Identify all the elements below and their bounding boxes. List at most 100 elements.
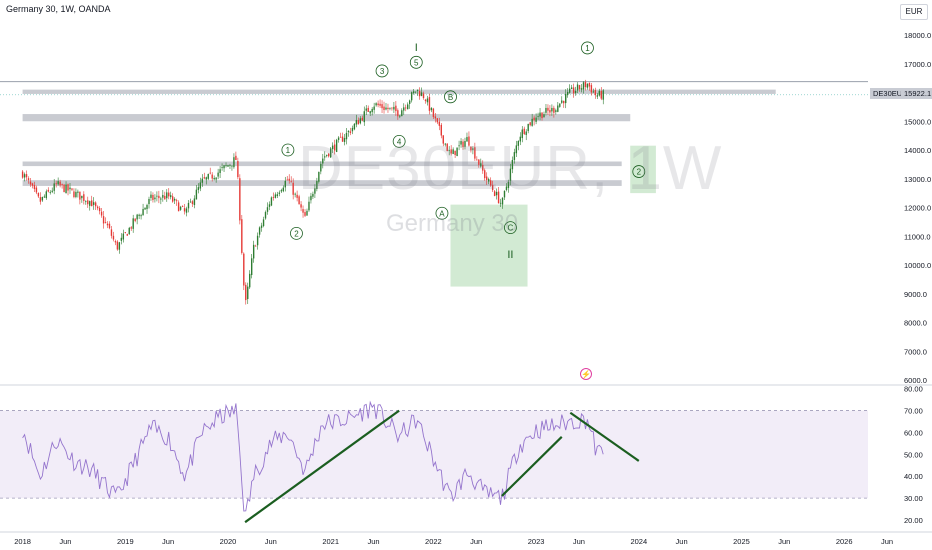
wave-label[interactable]: I bbox=[415, 42, 418, 54]
time-axis[interactable]: 2018 Jun 2019 Jun 2020 Jun 2021 Jun 2022 Jun 2023 J… bbox=[14, 537, 893, 546]
level-band[interactable] bbox=[22, 89, 776, 94]
candle-body bbox=[225, 165, 227, 167]
candle-body bbox=[596, 95, 599, 97]
candle-body bbox=[333, 144, 336, 151]
candle-body bbox=[497, 191, 500, 204]
rsi-trendline[interactable] bbox=[244, 409, 400, 524]
level-band[interactable] bbox=[22, 180, 622, 186]
candle-body bbox=[474, 147, 476, 159]
candle-body bbox=[278, 192, 281, 194]
candle-body bbox=[61, 184, 63, 185]
lightning-event-icon[interactable]: ⚡ bbox=[580, 368, 592, 380]
candle-body bbox=[33, 185, 36, 190]
candle-body bbox=[150, 194, 152, 198]
wave-label[interactable]: 1 bbox=[281, 143, 295, 157]
rsi-band-fill bbox=[0, 410, 868, 499]
candle-body bbox=[424, 99, 427, 102]
candle-body bbox=[98, 207, 101, 212]
candle-body bbox=[505, 186, 508, 191]
candle-body bbox=[57, 181, 59, 185]
candle-body bbox=[128, 227, 130, 235]
candle-body bbox=[316, 181, 318, 190]
candle-body bbox=[29, 181, 32, 185]
wave-label[interactable]: 1 bbox=[581, 41, 594, 55]
level-band[interactable] bbox=[22, 161, 622, 167]
candle-body bbox=[27, 178, 30, 181]
candle-body bbox=[543, 114, 545, 118]
price-tick-label: 9000.0 bbox=[904, 290, 927, 299]
wave-label[interactable]: A bbox=[435, 206, 449, 220]
wave-label[interactable]: 5 bbox=[409, 55, 423, 69]
time-tick-label: Jun bbox=[265, 537, 277, 546]
candle-body bbox=[590, 85, 593, 93]
candle-body bbox=[245, 284, 247, 301]
candle-body bbox=[314, 188, 316, 194]
price-tick-label: 18000.0 bbox=[904, 31, 931, 40]
candle-body bbox=[59, 181, 61, 186]
rsi-trendline[interactable] bbox=[501, 436, 563, 497]
candle-body bbox=[134, 218, 136, 222]
rsi-trendline[interactable] bbox=[569, 411, 640, 462]
wave-label[interactable]: B bbox=[444, 90, 457, 104]
candle-body bbox=[183, 208, 186, 212]
candle-body bbox=[509, 168, 512, 181]
candle-body bbox=[243, 253, 245, 286]
wave-label-text: C bbox=[508, 224, 514, 233]
candle-body bbox=[511, 159, 514, 170]
wave-label[interactable]: 3 bbox=[375, 64, 389, 78]
level-band[interactable] bbox=[22, 114, 631, 122]
candle-body bbox=[262, 219, 265, 226]
candle-body bbox=[345, 132, 348, 140]
candle-body bbox=[306, 210, 308, 216]
candle-body bbox=[294, 193, 296, 195]
wave-label[interactable]: 4 bbox=[392, 134, 406, 148]
time-tick-label: 2019 bbox=[117, 537, 134, 546]
wave-label[interactable]: 2 bbox=[632, 165, 646, 178]
candle-body bbox=[580, 88, 583, 90]
candle-body bbox=[430, 107, 433, 111]
time-tick-label: 2022 bbox=[425, 537, 442, 546]
candle-body bbox=[175, 200, 178, 202]
candle-body bbox=[219, 169, 221, 174]
wave-label-circle bbox=[632, 165, 646, 178]
candle-body bbox=[521, 129, 523, 139]
candle-body bbox=[71, 188, 73, 190]
candle-body bbox=[91, 200, 93, 207]
candle-body bbox=[563, 100, 565, 104]
candle-body bbox=[537, 116, 539, 117]
time-tick-label: Jun bbox=[162, 537, 174, 546]
candle-body bbox=[292, 182, 294, 195]
candle-body bbox=[381, 104, 383, 109]
candle-body bbox=[223, 165, 225, 169]
candle-body bbox=[96, 206, 99, 209]
candle-body bbox=[51, 190, 53, 192]
candle-body bbox=[92, 202, 95, 205]
wave-label[interactable]: II bbox=[507, 249, 513, 261]
candle-body bbox=[235, 155, 237, 161]
candle-body bbox=[458, 145, 460, 147]
candle-body bbox=[185, 208, 188, 213]
candle-body bbox=[503, 190, 506, 198]
candle-body bbox=[177, 202, 180, 212]
candle-body bbox=[565, 94, 567, 104]
candle-body bbox=[369, 111, 371, 114]
candle-body bbox=[37, 193, 40, 197]
rsi-axis[interactable]: 80.00 70.00 60.00 50.00 40.00 30.00 20.00 bbox=[904, 385, 923, 525]
wave-label[interactable]: C bbox=[504, 221, 517, 235]
candle-body bbox=[341, 136, 344, 142]
candle-body bbox=[555, 110, 557, 112]
wave-label[interactable]: 2 bbox=[290, 226, 303, 240]
wave-zone[interactable] bbox=[450, 204, 528, 287]
candle-body bbox=[507, 181, 510, 188]
candle-body bbox=[379, 103, 381, 106]
wave-zone[interactable] bbox=[630, 145, 656, 194]
candle-body bbox=[389, 107, 391, 109]
candle-body bbox=[136, 214, 138, 220]
candle-body bbox=[179, 206, 182, 210]
candle-body bbox=[487, 179, 490, 182]
candle-body bbox=[456, 147, 458, 156]
currency-button[interactable]: EUR bbox=[900, 4, 928, 20]
candle-body bbox=[195, 189, 198, 200]
candle-body bbox=[324, 156, 326, 158]
